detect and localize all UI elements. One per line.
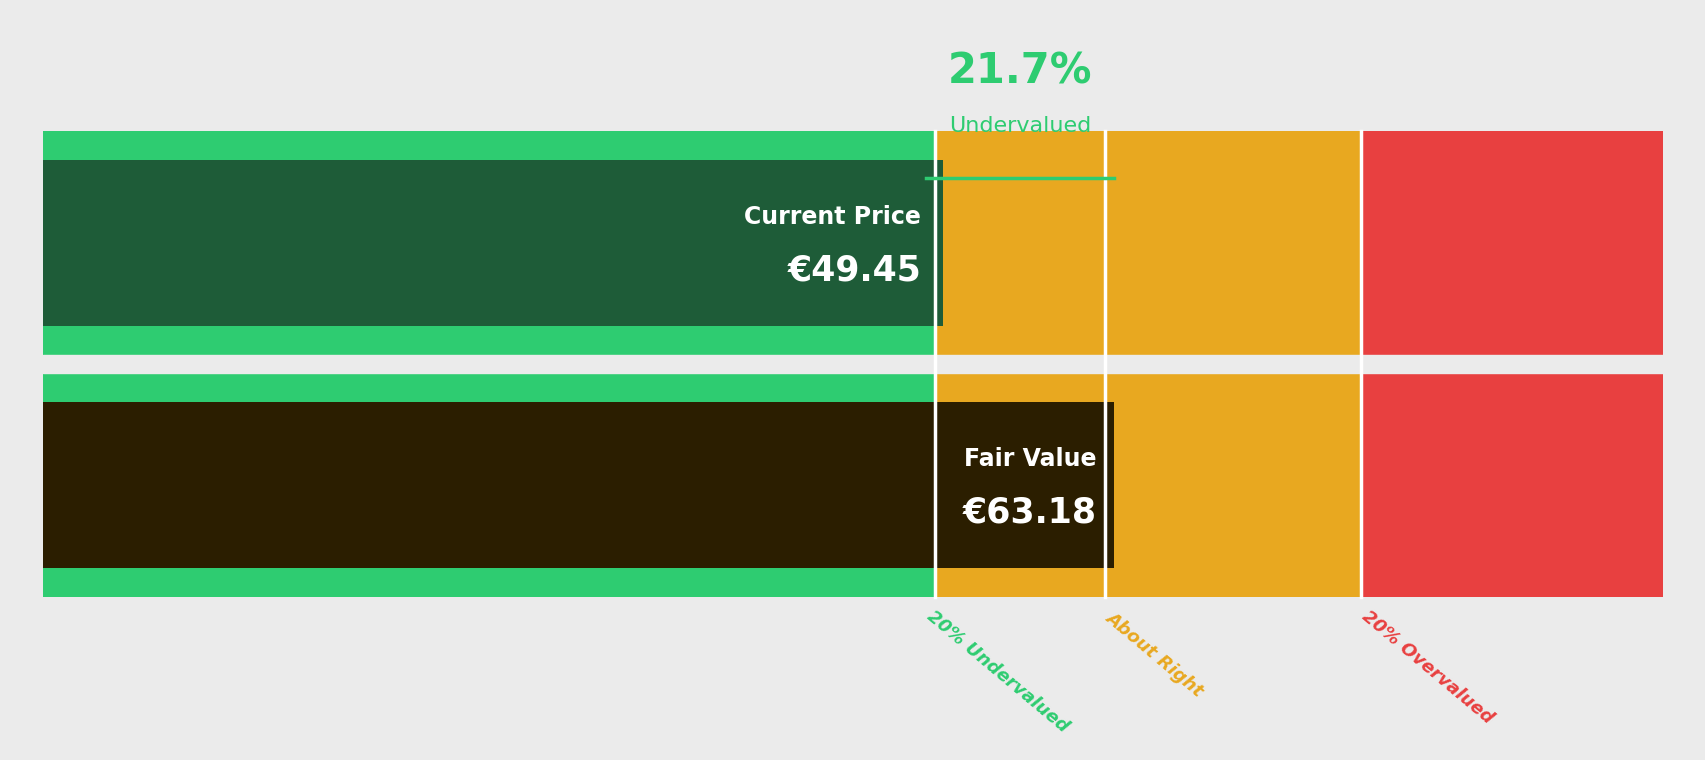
Text: About Right: About Right [1101,608,1205,699]
Text: 20% Overvalued: 20% Overvalued [1357,608,1495,728]
Bar [43,160,943,326]
Bar [43,402,1113,568]
Text: 21.7%: 21.7% [948,51,1091,93]
Bar [934,131,1361,597]
Bar [43,131,934,597]
Text: Undervalued: Undervalued [948,116,1091,137]
Text: €49.45: €49.45 [788,254,921,287]
Text: 20% Undervalued: 20% Undervalued [922,608,1071,736]
Text: €63.18: €63.18 [962,496,1096,530]
Text: Fair Value: Fair Value [963,448,1096,471]
Text: Current Price: Current Price [743,205,921,230]
Bar [1361,131,1662,597]
